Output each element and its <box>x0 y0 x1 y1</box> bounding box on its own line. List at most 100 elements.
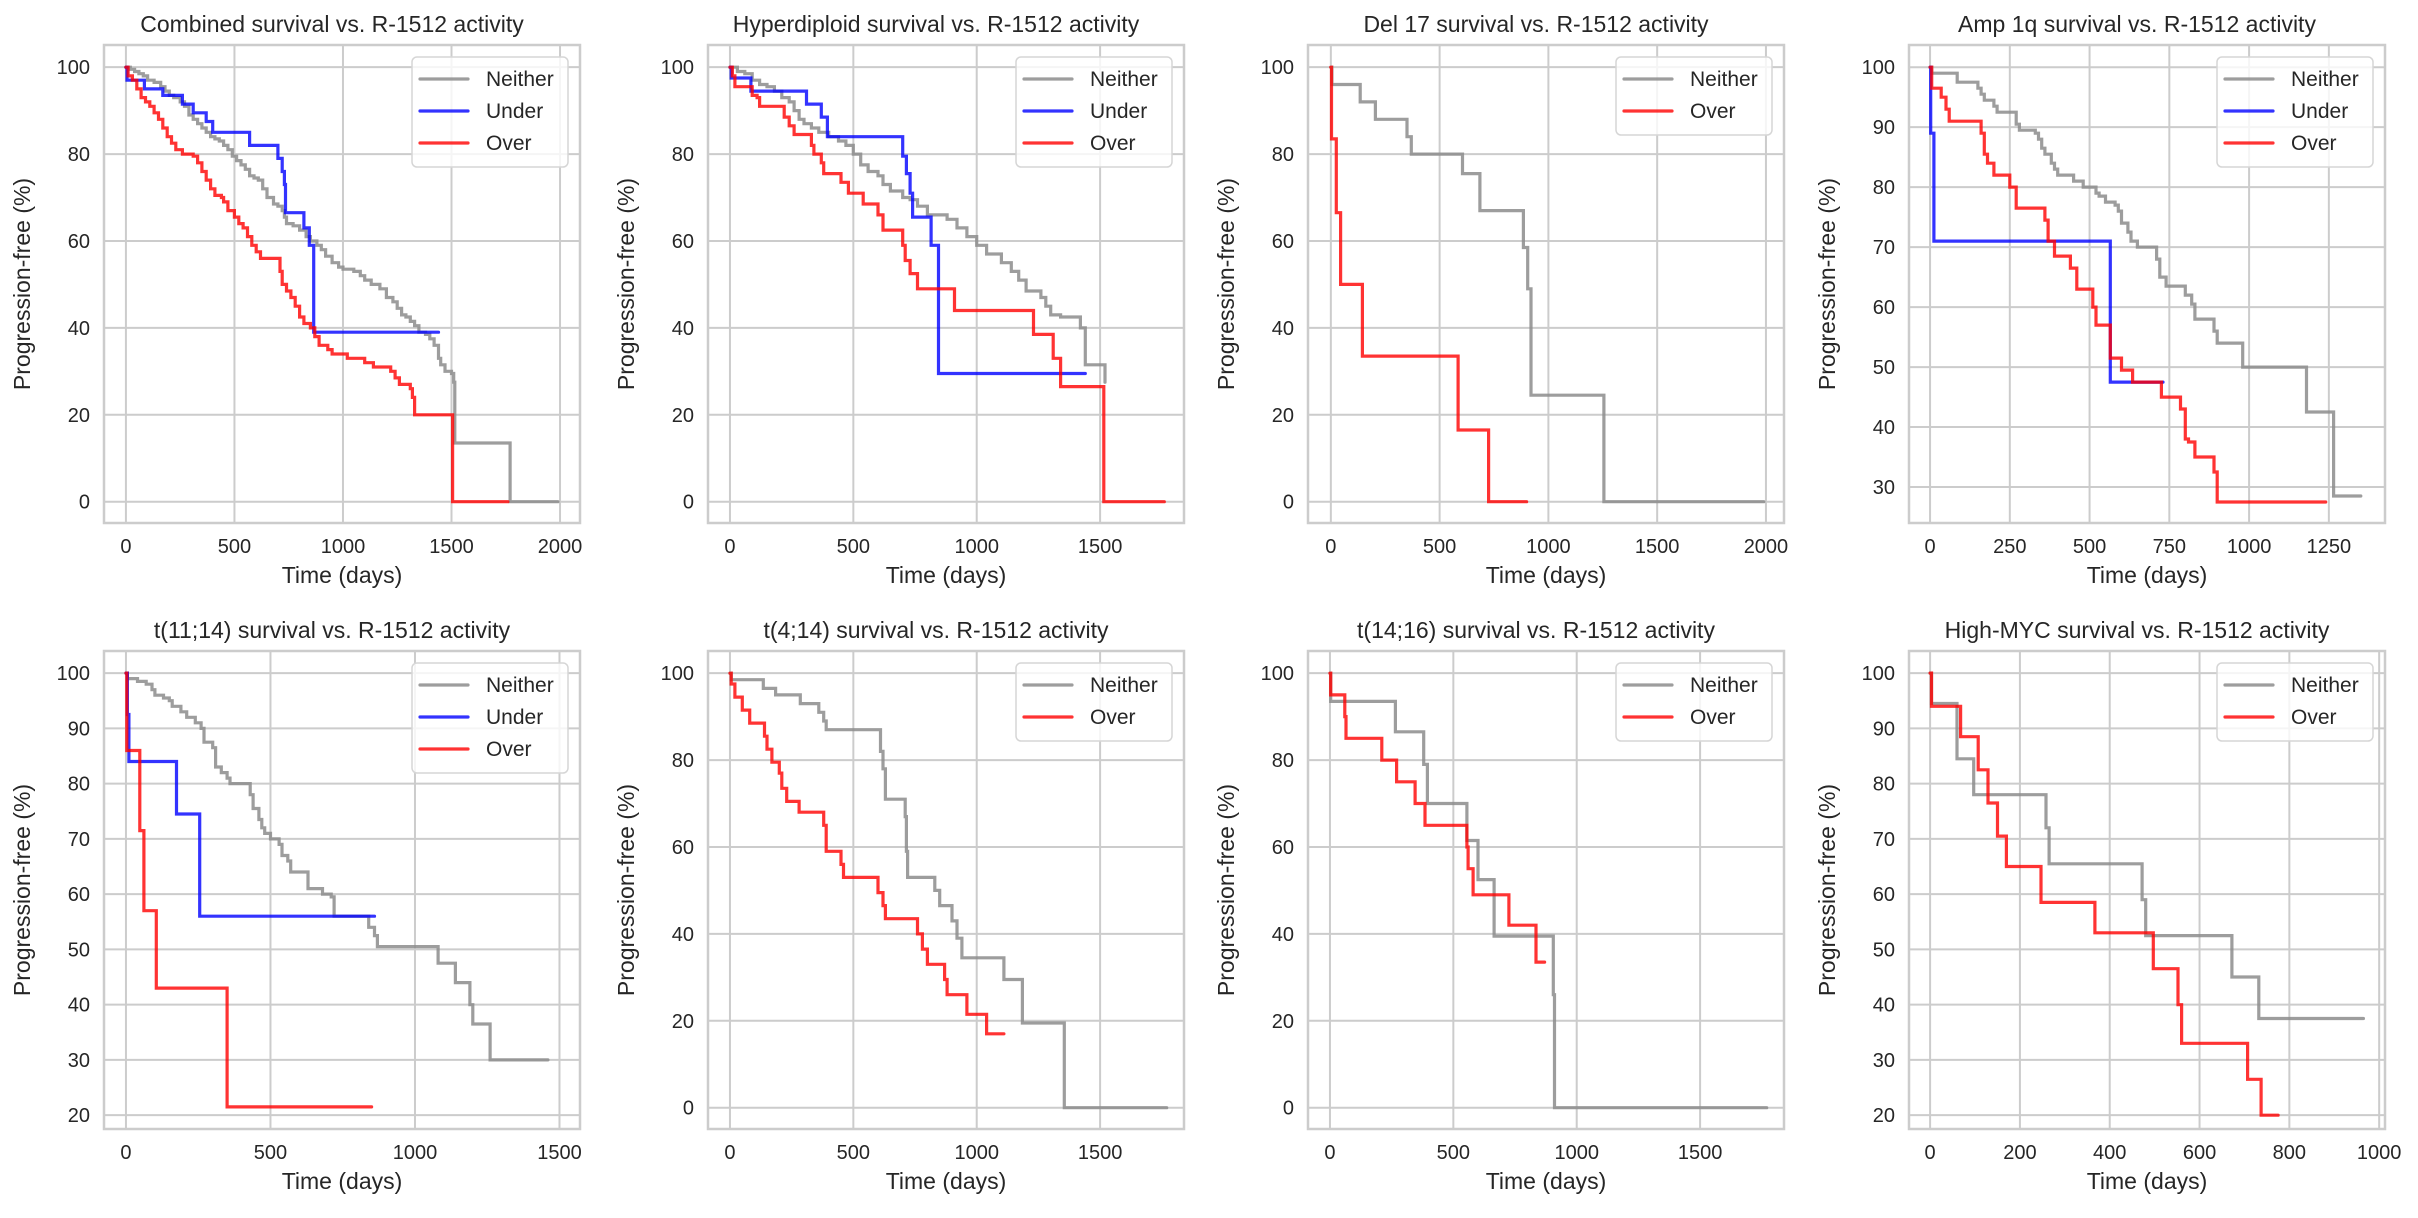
chart-title: High-MYC survival vs. R-1512 activity <box>1945 617 2330 643</box>
x-axis-label: Time (days) <box>886 1168 1007 1194</box>
x-tick-label: 0 <box>724 1142 735 1164</box>
legend-box <box>1615 662 1773 742</box>
y-tick-label: 40 <box>68 318 90 340</box>
y-tick-label: 80 <box>672 144 694 166</box>
y-tick-label: 40 <box>68 995 90 1017</box>
y-tick-label: 50 <box>68 939 90 961</box>
x-tick-label: 0 <box>1925 1142 1936 1164</box>
panel-amp-1q: 0 250 500 750 1000 1250 30 40 50 60 70 80 90 100 Amp 1… <box>1814 11 2387 588</box>
x-axis-label: Time (days) <box>1486 562 1607 588</box>
y-tick-label: 40 <box>1272 924 1294 946</box>
x-tick-label: 0 <box>1325 536 1336 558</box>
y-tick-label: 20 <box>672 405 694 427</box>
legend-label-under: Under <box>486 100 543 123</box>
y-tick-label: 20 <box>1272 405 1294 427</box>
y-tick-label: 100 <box>1261 663 1294 685</box>
legend: Neither Over <box>1015 662 1173 742</box>
chart-title: t(14;16) survival vs. R-1512 activity <box>1357 617 1715 643</box>
y-tick-label: 60 <box>672 231 694 253</box>
series-line-over <box>124 671 374 1109</box>
x-tick-label: 500 <box>837 1142 870 1164</box>
y-tick-label: 30 <box>1873 477 1895 499</box>
y-axis-label: Progression-free (%) <box>613 784 639 996</box>
x-tick-label: 500 <box>837 536 870 558</box>
legend: Neither Under Over <box>1015 56 1173 168</box>
series-line-neither <box>728 671 1169 1110</box>
legend-box <box>2216 662 2374 742</box>
y-tick-label: 80 <box>1873 774 1895 796</box>
x-tick-label: 1500 <box>1078 536 1123 558</box>
axes-frame <box>1306 43 1786 525</box>
series-line-under <box>1928 65 2165 384</box>
x-tick-label: 0 <box>724 536 735 558</box>
panel-t-4-14: 0 500 1000 1500 0 20 40 60 80 100 t(4;14) survival… <box>613 617 1186 1194</box>
x-tick-label: 750 <box>2153 536 2186 558</box>
chart-title: Hyperdiploid survival vs. R-1512 activit… <box>733 11 1140 37</box>
legend: Neither Under Over <box>411 662 569 774</box>
y-tick-label: 80 <box>1873 177 1895 199</box>
x-tick-label: 0 <box>120 1142 131 1164</box>
panel-del-17: 0 500 1000 1500 2000 0 20 40 60 80 100 Del 17 survi… <box>1213 11 1788 588</box>
y-tick-label: 20 <box>1272 1011 1294 1033</box>
y-tick-label: 0 <box>1283 492 1294 514</box>
y-tick-label: 70 <box>68 829 90 851</box>
y-tick-label: 0 <box>683 492 694 514</box>
x-tick-label: 1000 <box>2357 1142 2402 1164</box>
x-tick-label: 1500 <box>429 536 474 558</box>
y-axis-label: Progression-free (%) <box>1213 178 1239 390</box>
y-tick-label: 20 <box>672 1011 694 1033</box>
chart-title: t(4;14) survival vs. R-1512 activity <box>763 617 1109 643</box>
series-line-over <box>728 65 1166 504</box>
x-tick-label: 1500 <box>1635 536 1680 558</box>
y-tick-label: 40 <box>1873 995 1895 1017</box>
y-tick-label: 100 <box>1862 57 1895 79</box>
x-tick-label: 1500 <box>1678 1142 1723 1164</box>
legend: Neither Under Over <box>2216 56 2374 168</box>
x-tick-label: 500 <box>2073 536 2106 558</box>
legend-label-neither: Neither <box>1090 68 1158 91</box>
legend-label-over: Over <box>1090 706 1136 729</box>
y-tick-label: 60 <box>672 837 694 859</box>
y-tick-label: 60 <box>1272 231 1294 253</box>
chart-title: t(11;14) survival vs. R-1512 activity <box>154 617 511 643</box>
legend-label-neither: Neither <box>486 674 554 697</box>
y-tick-label: 40 <box>1873 417 1895 439</box>
y-tick-label: 50 <box>1873 939 1895 961</box>
y-tick-label: 50 <box>1873 357 1895 379</box>
series-line-over <box>124 65 510 504</box>
x-axis-label: Time (days) <box>2087 1168 2208 1194</box>
y-tick-label: 90 <box>68 718 90 740</box>
series-line-neither <box>728 65 1107 384</box>
y-tick-label: 30 <box>68 1050 90 1072</box>
legend: Neither Over <box>1615 662 1773 742</box>
y-tick-label: 80 <box>68 774 90 796</box>
panel-combined: 0 500 1000 1500 2000 0 20 40 60 80 100 Combined sur… <box>9 11 582 588</box>
y-tick-label: 80 <box>68 144 90 166</box>
y-tick-label: 60 <box>68 231 90 253</box>
x-axis-label: Time (days) <box>282 562 403 588</box>
y-tick-label: 70 <box>1873 829 1895 851</box>
legend: Neither Under Over <box>411 56 569 168</box>
series-line-neither <box>1928 671 2365 1021</box>
y-tick-label: 0 <box>1283 1098 1294 1120</box>
legend-label-over: Over <box>2291 706 2337 729</box>
y-tick-label: 60 <box>1272 837 1294 859</box>
y-tick-label: 90 <box>1873 718 1895 740</box>
y-tick-label: 20 <box>68 405 90 427</box>
legend-label-under: Under <box>486 706 543 729</box>
y-tick-label: 0 <box>79 492 90 514</box>
y-tick-label: 80 <box>1272 144 1294 166</box>
x-tick-label: 1000 <box>393 1142 438 1164</box>
x-tick-label: 600 <box>2183 1142 2216 1164</box>
series-line-under <box>124 65 441 334</box>
series-line-over <box>728 671 1006 1036</box>
x-tick-label: 1500 <box>1078 1142 1123 1164</box>
legend-label-over: Over <box>486 738 532 761</box>
y-tick-label: 0 <box>683 1098 694 1120</box>
x-axis-label: Time (days) <box>886 562 1007 588</box>
y-tick-label: 40 <box>672 318 694 340</box>
legend-label-over: Over <box>1690 100 1736 123</box>
x-tick-label: 800 <box>2273 1142 2306 1164</box>
x-tick-label: 1000 <box>954 1142 999 1164</box>
y-tick-label: 60 <box>68 884 90 906</box>
